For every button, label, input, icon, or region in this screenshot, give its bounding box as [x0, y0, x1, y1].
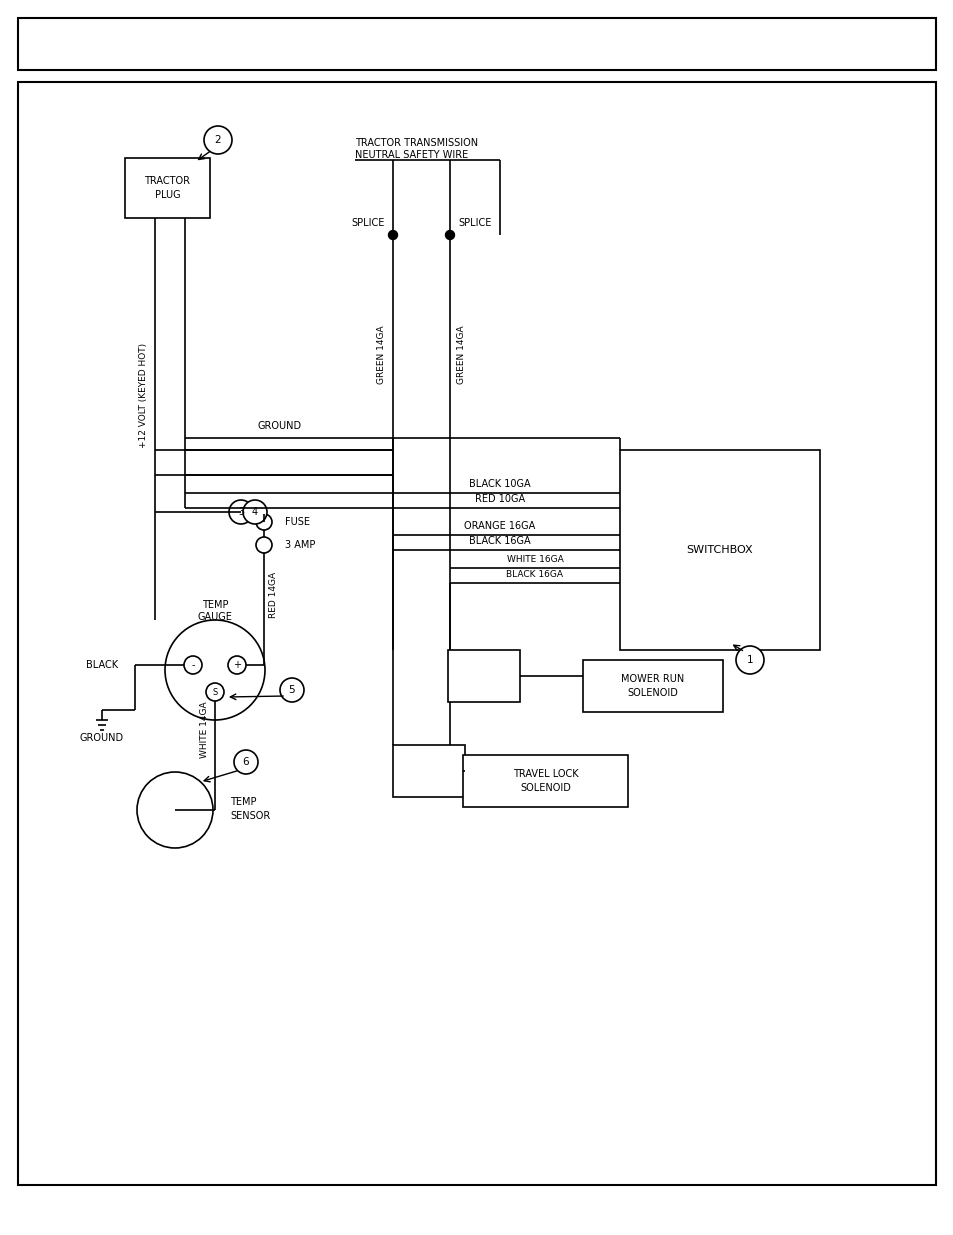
Text: 6: 6 — [242, 757, 249, 767]
Circle shape — [228, 656, 246, 674]
Text: GROUND: GROUND — [80, 734, 124, 743]
Text: GROUND: GROUND — [257, 421, 302, 431]
Text: RED 10GA: RED 10GA — [475, 494, 524, 504]
Text: SWITCHBOX: SWITCHBOX — [686, 545, 753, 555]
Bar — [125, 158, 210, 219]
Text: BLACK 16GA: BLACK 16GA — [506, 569, 563, 578]
Circle shape — [137, 772, 213, 848]
Circle shape — [204, 126, 232, 154]
Text: WHITE 16GA: WHITE 16GA — [506, 555, 563, 563]
Text: SENSOR: SENSOR — [230, 811, 270, 821]
Circle shape — [206, 683, 224, 701]
Text: GAUGE: GAUGE — [197, 613, 233, 622]
Text: RED 14GA: RED 14GA — [269, 572, 278, 618]
Circle shape — [165, 620, 265, 720]
Text: -: - — [191, 659, 194, 671]
Circle shape — [388, 231, 397, 240]
Text: PLUG: PLUG — [154, 190, 180, 200]
Text: 4: 4 — [252, 508, 258, 517]
Text: SOLENOID: SOLENOID — [627, 688, 678, 698]
Text: SPLICE: SPLICE — [352, 219, 385, 228]
Text: ORANGE 16GA: ORANGE 16GA — [464, 521, 535, 531]
Bar — [18, 19, 935, 70]
Text: GREEN 14GA: GREEN 14GA — [377, 326, 386, 384]
Text: BLACK: BLACK — [86, 659, 118, 671]
Text: TEMP: TEMP — [201, 600, 228, 610]
Text: MOWER RUN: MOWER RUN — [620, 674, 684, 684]
Text: NEUTRAL SAFETY WIRE: NEUTRAL SAFETY WIRE — [355, 149, 468, 161]
Text: +12 VOLT (KEYED HOT): +12 VOLT (KEYED HOT) — [139, 342, 149, 447]
Circle shape — [280, 678, 304, 701]
Bar — [18, 82, 935, 1186]
Circle shape — [255, 514, 272, 530]
Circle shape — [445, 231, 454, 240]
Bar — [619, 450, 820, 650]
Circle shape — [255, 537, 272, 553]
Text: S: S — [213, 688, 217, 697]
Bar — [393, 745, 464, 797]
Text: +: + — [233, 659, 241, 671]
Text: 2: 2 — [214, 135, 221, 144]
Text: TRAVEL LOCK: TRAVEL LOCK — [512, 769, 578, 779]
Text: TRACTOR: TRACTOR — [144, 177, 191, 186]
Text: BLACK 16GA: BLACK 16GA — [469, 536, 530, 546]
Bar — [582, 659, 722, 713]
Circle shape — [184, 656, 202, 674]
Text: 5: 5 — [289, 685, 295, 695]
Text: SOLENOID: SOLENOID — [519, 783, 570, 793]
Circle shape — [735, 646, 763, 674]
Text: BLACK 10GA: BLACK 10GA — [469, 479, 530, 489]
Text: 3: 3 — [237, 508, 244, 517]
Circle shape — [229, 500, 253, 524]
Text: GREEN 14GA: GREEN 14GA — [457, 326, 466, 384]
Text: TEMP: TEMP — [230, 797, 256, 806]
Circle shape — [233, 750, 257, 774]
Bar — [462, 755, 627, 806]
Circle shape — [243, 500, 267, 524]
Text: FUSE: FUSE — [285, 517, 310, 527]
Text: 1: 1 — [746, 655, 753, 664]
Text: 3 AMP: 3 AMP — [285, 540, 315, 550]
Bar — [448, 650, 519, 701]
Text: WHITE 14GA: WHITE 14GA — [200, 701, 210, 758]
Text: TRACTOR TRANSMISSION: TRACTOR TRANSMISSION — [355, 138, 477, 148]
Text: SPLICE: SPLICE — [457, 219, 491, 228]
